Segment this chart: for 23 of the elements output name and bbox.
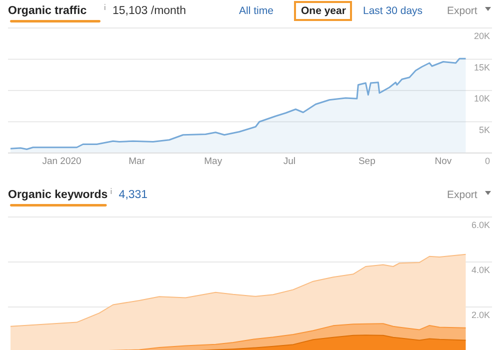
x-tick-label: Sep <box>358 156 376 167</box>
y-tick-label: 5K <box>478 124 490 135</box>
x-tick-label: Jan 2020 <box>42 156 82 167</box>
text: Last 30 days <box>363 5 423 17</box>
chart-subtitle: 15,103 /month <box>112 5 186 17</box>
y-tick-label: 4.0K <box>471 265 490 275</box>
chart-title: Organic traffic <box>8 5 88 17</box>
x-tick-label: Nov <box>434 156 452 167</box>
chart-subtitle: 4,331 <box>118 189 148 201</box>
y-tick-label: 0 <box>484 156 490 166</box>
x-tick-label: Mar <box>128 156 146 167</box>
y-tick-label: 2.0K <box>471 310 490 320</box>
text: All time <box>239 5 274 17</box>
text: One year <box>301 5 346 17</box>
y-tick-label: 6.0K <box>471 220 490 230</box>
y-tick-label: 10K <box>474 94 490 104</box>
chart-title: Organic keywords <box>8 189 108 201</box>
y-tick-label: 20K <box>474 31 490 41</box>
text: Export <box>447 5 478 17</box>
text: Export <box>447 189 478 201</box>
x-tick-label: Jul <box>283 156 296 167</box>
y-tick-label: 15K <box>474 62 490 72</box>
x-tick-label: May <box>204 156 222 167</box>
